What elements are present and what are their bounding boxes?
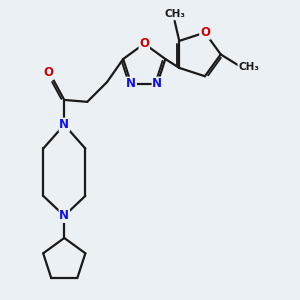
Text: N: N [152,77,162,90]
Text: N: N [59,118,69,131]
Text: O: O [200,26,210,39]
Text: N: N [126,77,136,90]
Text: CH₃: CH₃ [164,9,185,19]
Text: O: O [43,66,53,79]
Text: N: N [59,209,69,222]
Text: CH₃: CH₃ [238,62,259,72]
Text: O: O [139,37,149,50]
